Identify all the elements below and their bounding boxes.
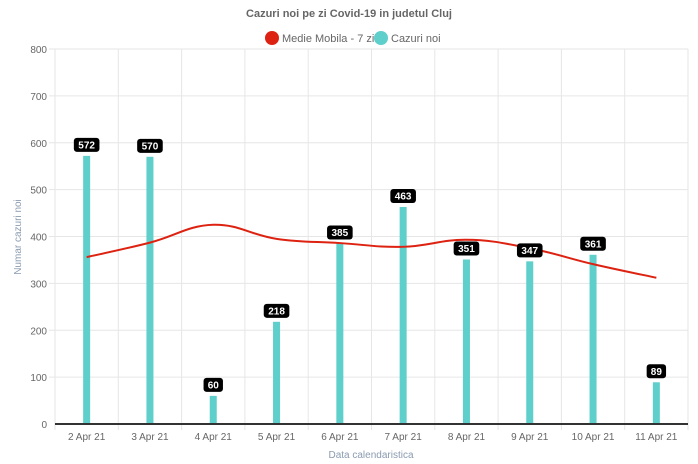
- y-tick-label: 800: [30, 45, 47, 56]
- x-tick-label: 3 Apr 21: [131, 432, 169, 443]
- data-label: 89: [646, 364, 667, 379]
- y-tick-label: 700: [30, 92, 47, 103]
- y-tick-label: 0: [41, 420, 47, 431]
- svg-text:385: 385: [332, 228, 349, 239]
- data-label: 347: [516, 243, 543, 258]
- y-axis-ticks: 0 100 200 300 400 500 600 700 800: [30, 45, 47, 431]
- y-tick-label: 600: [30, 139, 47, 150]
- x-axis-label: Data calendaristica: [328, 450, 413, 461]
- y-tick-label: 500: [30, 186, 47, 197]
- x-tick-label: 11 Apr 21: [635, 432, 678, 443]
- legend-item-new-cases[interactable]: Cazuri noi: [374, 31, 441, 45]
- y-tick-label: 400: [30, 233, 47, 244]
- data-label: 351: [453, 241, 480, 256]
- data-label: 361: [580, 236, 606, 251]
- bar[interactable]: [209, 395, 217, 424]
- data-label: 385: [327, 225, 353, 240]
- bar[interactable]: [652, 382, 660, 424]
- x-tick-label: 7 Apr 21: [385, 432, 423, 443]
- svg-text:570: 570: [142, 141, 159, 152]
- svg-text:361: 361: [585, 239, 602, 250]
- x-tick-label: 5 Apr 21: [258, 432, 296, 443]
- y-axis-label: Numar cazuri noi: [13, 199, 24, 275]
- data-label: 463: [390, 188, 416, 203]
- svg-text:218: 218: [268, 306, 285, 317]
- bar[interactable]: [273, 321, 281, 424]
- legend-swatch-new-cases: [374, 31, 388, 45]
- x-tick-label: 6 Apr 21: [321, 432, 359, 443]
- svg-text:347: 347: [521, 246, 538, 257]
- legend-label-new-cases: Cazuri noi: [391, 33, 441, 45]
- legend-label-moving-average: Medie Mobila - 7 zile: [282, 33, 383, 45]
- legend: Medie Mobila - 7 zile Cazuri noi: [265, 31, 441, 45]
- chart-title: Cazuri noi pe zi Covid-19 in judetul Clu…: [246, 8, 452, 20]
- x-tick-label: 4 Apr 21: [195, 432, 233, 443]
- x-tick-label: 2 Apr 21: [68, 432, 106, 443]
- bar[interactable]: [83, 155, 91, 424]
- x-tick-label: 10 Apr 21: [572, 432, 615, 443]
- data-label: 218: [263, 303, 290, 318]
- svg-text:463: 463: [395, 191, 412, 202]
- legend-swatch-moving-average: [265, 31, 279, 45]
- bar[interactable]: [462, 259, 470, 424]
- data-label: 570: [137, 138, 163, 153]
- svg-text:572: 572: [78, 140, 95, 151]
- data-label: 572: [73, 137, 100, 152]
- x-tick-label: 9 Apr 21: [511, 432, 549, 443]
- x-axis-ticks: 2 Apr 21 3 Apr 21 4 Apr 21 5 Apr 21 6 Apr 21…: [68, 432, 678, 443]
- y-tick-label: 300: [30, 279, 47, 290]
- bar[interactable]: [589, 254, 597, 424]
- bar-series-new-cases: [83, 155, 660, 424]
- svg-text:351: 351: [458, 244, 475, 255]
- legend-item-moving-average[interactable]: Medie Mobila - 7 zile: [265, 31, 383, 45]
- line-series-moving-average: [86, 223, 657, 279]
- x-tick-label: 8 Apr 21: [448, 432, 486, 443]
- y-tick-label: 100: [30, 373, 47, 384]
- bar[interactable]: [399, 206, 407, 424]
- bar[interactable]: [336, 243, 344, 424]
- svg-text:89: 89: [651, 367, 663, 378]
- svg-text:60: 60: [208, 380, 220, 391]
- data-labels: 572 570 60 218 385 463 351 347 361 89: [73, 137, 667, 392]
- data-label: 60: [203, 377, 223, 392]
- bar[interactable]: [526, 261, 534, 424]
- y-tick-label: 200: [30, 326, 47, 337]
- bar[interactable]: [146, 156, 154, 424]
